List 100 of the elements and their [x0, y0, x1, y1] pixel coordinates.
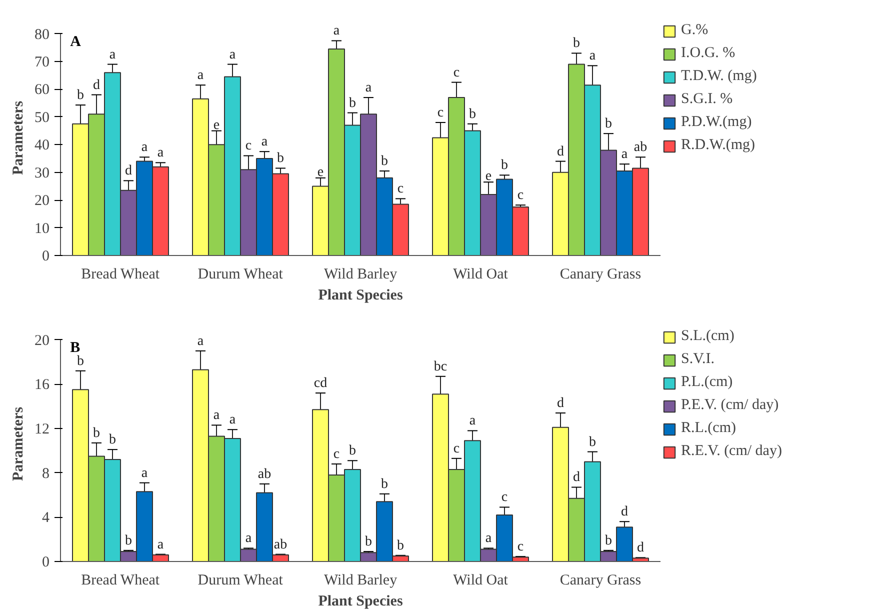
data-label: c: [245, 138, 252, 154]
data-label: a: [213, 408, 220, 424]
data-label: a: [157, 146, 164, 161]
y-tick-label: 12: [34, 421, 50, 438]
y-axis-title: Parameters: [10, 100, 26, 176]
legend-label: S.G.I. %: [681, 91, 733, 108]
data-label: e: [213, 118, 220, 133]
y-tick-label: 60: [34, 82, 50, 98]
data-label: b: [77, 354, 84, 369]
legend-label: S.L.(cm): [681, 328, 734, 345]
data-label: bc: [434, 359, 448, 374]
data-label: d: [125, 164, 132, 179]
x-tick-label: Wild Barley: [324, 266, 398, 282]
data-label: b: [93, 426, 100, 441]
data-label: a: [141, 466, 148, 481]
data-label: c: [453, 65, 460, 80]
data-label: c: [453, 441, 460, 456]
x-tick-label: Durum Wheat: [198, 266, 284, 282]
data-label: a: [157, 537, 164, 552]
legend-label: P.D.W.(mg): [681, 114, 752, 131]
y-tick-label: 0: [42, 554, 50, 570]
y-tick-label: 20: [34, 193, 50, 210]
data-label: e: [485, 169, 492, 184]
data-label: a: [469, 414, 476, 429]
y-tick-label: 0: [42, 248, 50, 264]
data-label: a: [229, 47, 236, 62]
data-label: b: [109, 432, 116, 448]
data-label: b: [125, 533, 132, 548]
data-label: ab: [274, 537, 288, 552]
data-label: a: [485, 531, 492, 546]
data-label: d: [621, 504, 628, 520]
data-label: b: [573, 36, 580, 52]
legend-label: P.E.V. (cm/ day): [681, 397, 779, 414]
y-tick-label: 20: [34, 332, 50, 349]
legend-label: R.E.V. (cm/ day): [681, 443, 782, 460]
data-label: d: [557, 396, 564, 411]
x-tick-label: Bread Wheat: [81, 572, 160, 588]
data-label: c: [517, 188, 524, 204]
data-label: c: [397, 182, 404, 197]
data-label: b: [469, 106, 476, 122]
data-label: c: [517, 540, 524, 555]
data-label: b: [277, 151, 284, 166]
data-label: b: [381, 476, 388, 492]
data-label: a: [109, 47, 116, 62]
data-label: a: [589, 48, 596, 64]
x-tick-label: Canary Grass: [560, 572, 642, 588]
data-label: b: [349, 96, 356, 111]
y-tick-label: 8: [42, 466, 50, 482]
data-label: a: [229, 412, 236, 428]
data-label: d: [637, 540, 644, 556]
legend-label: T.D.W. (mg): [681, 68, 757, 85]
legend-label: I.O.G. %: [681, 45, 736, 62]
data-label: cd: [314, 376, 328, 392]
legend-label: R.L.(cm): [681, 420, 736, 437]
data-label: b: [77, 88, 84, 104]
data-label: b: [589, 434, 596, 450]
y-tick-label: 50: [34, 110, 50, 126]
y-axis-title: Parameters: [10, 406, 26, 482]
data-label: a: [141, 140, 148, 156]
data-label: a: [621, 147, 628, 162]
data-label: a: [333, 24, 340, 39]
data-label: d: [557, 144, 564, 160]
data-label: a: [365, 80, 372, 96]
x-tick-label: Wild Barley: [324, 572, 398, 588]
x-axis-title: Plant Species: [318, 288, 403, 304]
data-label: a: [245, 531, 252, 546]
data-label: b: [605, 116, 612, 132]
data-label: c: [437, 105, 444, 120]
chart-title: A: [70, 34, 82, 50]
legend-label: G.%: [681, 22, 708, 39]
data-label: a: [261, 134, 268, 150]
y-tick-label: 16: [34, 377, 50, 394]
x-tick-label: Wild Oat: [453, 572, 509, 588]
data-label: d: [573, 470, 580, 486]
data-label: b: [365, 534, 372, 550]
y-tick-label: 30: [34, 165, 50, 182]
x-tick-label: Bread Wheat: [81, 266, 160, 282]
y-tick-label: 4: [42, 510, 50, 526]
y-tick-label: 10: [34, 220, 50, 237]
data-label: c: [333, 446, 340, 462]
y-tick-label: 80: [34, 26, 50, 43]
x-tick-label: Wild Oat: [453, 266, 509, 282]
data-label: b: [349, 444, 356, 459]
legend-label: S.V.I.: [681, 351, 714, 368]
x-tick-label: Durum Wheat: [198, 572, 284, 588]
data-label: a: [197, 68, 204, 84]
x-axis-title: Plant Species: [318, 594, 403, 610]
data-label: c: [501, 490, 508, 506]
data-label: ab: [258, 466, 272, 482]
data-label: b: [397, 538, 404, 554]
data-label: d: [93, 78, 100, 93]
legend-label: P.L.(cm): [681, 374, 733, 391]
data-label: ab: [634, 140, 648, 156]
data-label: b: [501, 158, 508, 174]
y-tick-label: 40: [34, 138, 50, 154]
data-label: e: [317, 164, 324, 180]
data-label: a: [197, 334, 204, 349]
legend-label: R.D.W.(mg): [681, 137, 756, 154]
data-label: b: [605, 533, 612, 548]
x-tick-label: Canary Grass: [560, 266, 642, 282]
